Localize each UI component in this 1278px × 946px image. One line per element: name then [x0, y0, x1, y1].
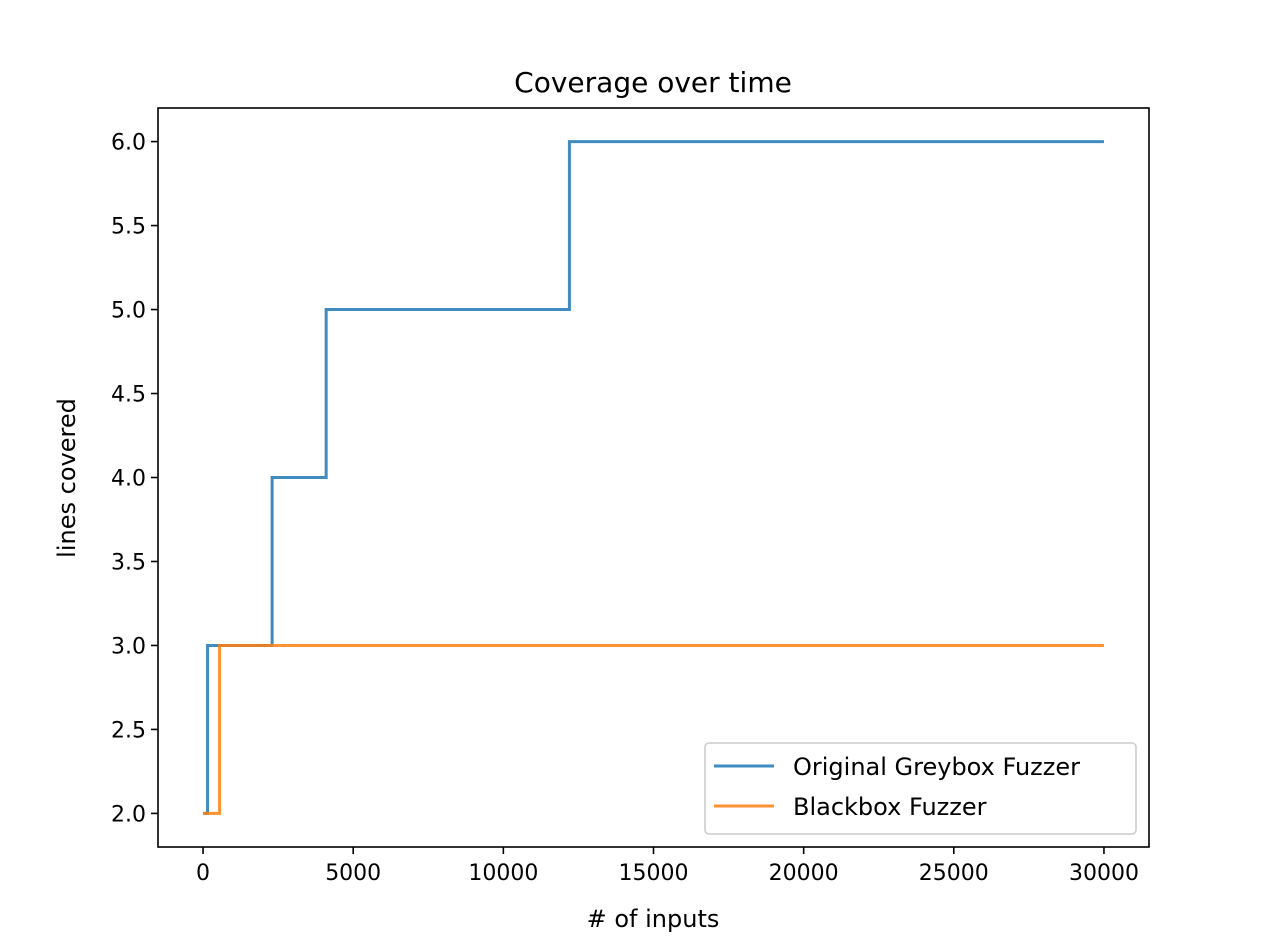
series-line-blackbox: [203, 643, 1104, 815]
x-tick-label: 30000: [1069, 861, 1139, 886]
series-layer: [203, 140, 1104, 815]
x-tick-label: 20000: [769, 861, 839, 886]
x-tick-label: 10000: [468, 861, 538, 886]
y-tick-label: 2.0: [111, 802, 146, 827]
y-tick-label: 2.5: [111, 718, 146, 743]
y-axis-label: lines covered: [53, 398, 81, 558]
series-line-greybox: [203, 140, 1104, 815]
x-tick-label: 15000: [619, 861, 689, 886]
y-tick-label: 5.5: [111, 215, 146, 240]
x-axis: 0 5000 10000 15000 20000 25000 30000: [196, 847, 1139, 886]
x-tick-label: 0: [196, 861, 210, 886]
y-axis: 2.0 2.5 3.0 3.5 4.0 4.5 5.0 5.5 6.0: [111, 131, 158, 827]
legend-label-blackbox: Blackbox Fuzzer: [793, 793, 987, 821]
y-tick-label: 4.0: [111, 467, 146, 492]
x-tick-label: 5000: [325, 861, 381, 886]
legend-box: [704, 742, 1137, 835]
y-tick-label: 3.5: [111, 550, 146, 575]
y-tick-label: 3.0: [111, 634, 146, 659]
legend: Original Greybox Fuzzer Blackbox Fuzzer: [704, 742, 1137, 835]
chart-title: Coverage over time: [514, 66, 792, 99]
x-axis-label: # of inputs: [587, 905, 720, 933]
y-tick-label: 6.0: [111, 131, 146, 156]
y-tick-label: 4.5: [111, 383, 146, 408]
legend-label-greybox: Original Greybox Fuzzer: [793, 753, 1080, 781]
x-tick-label: 25000: [919, 861, 989, 886]
y-tick-label: 5.0: [111, 299, 146, 324]
